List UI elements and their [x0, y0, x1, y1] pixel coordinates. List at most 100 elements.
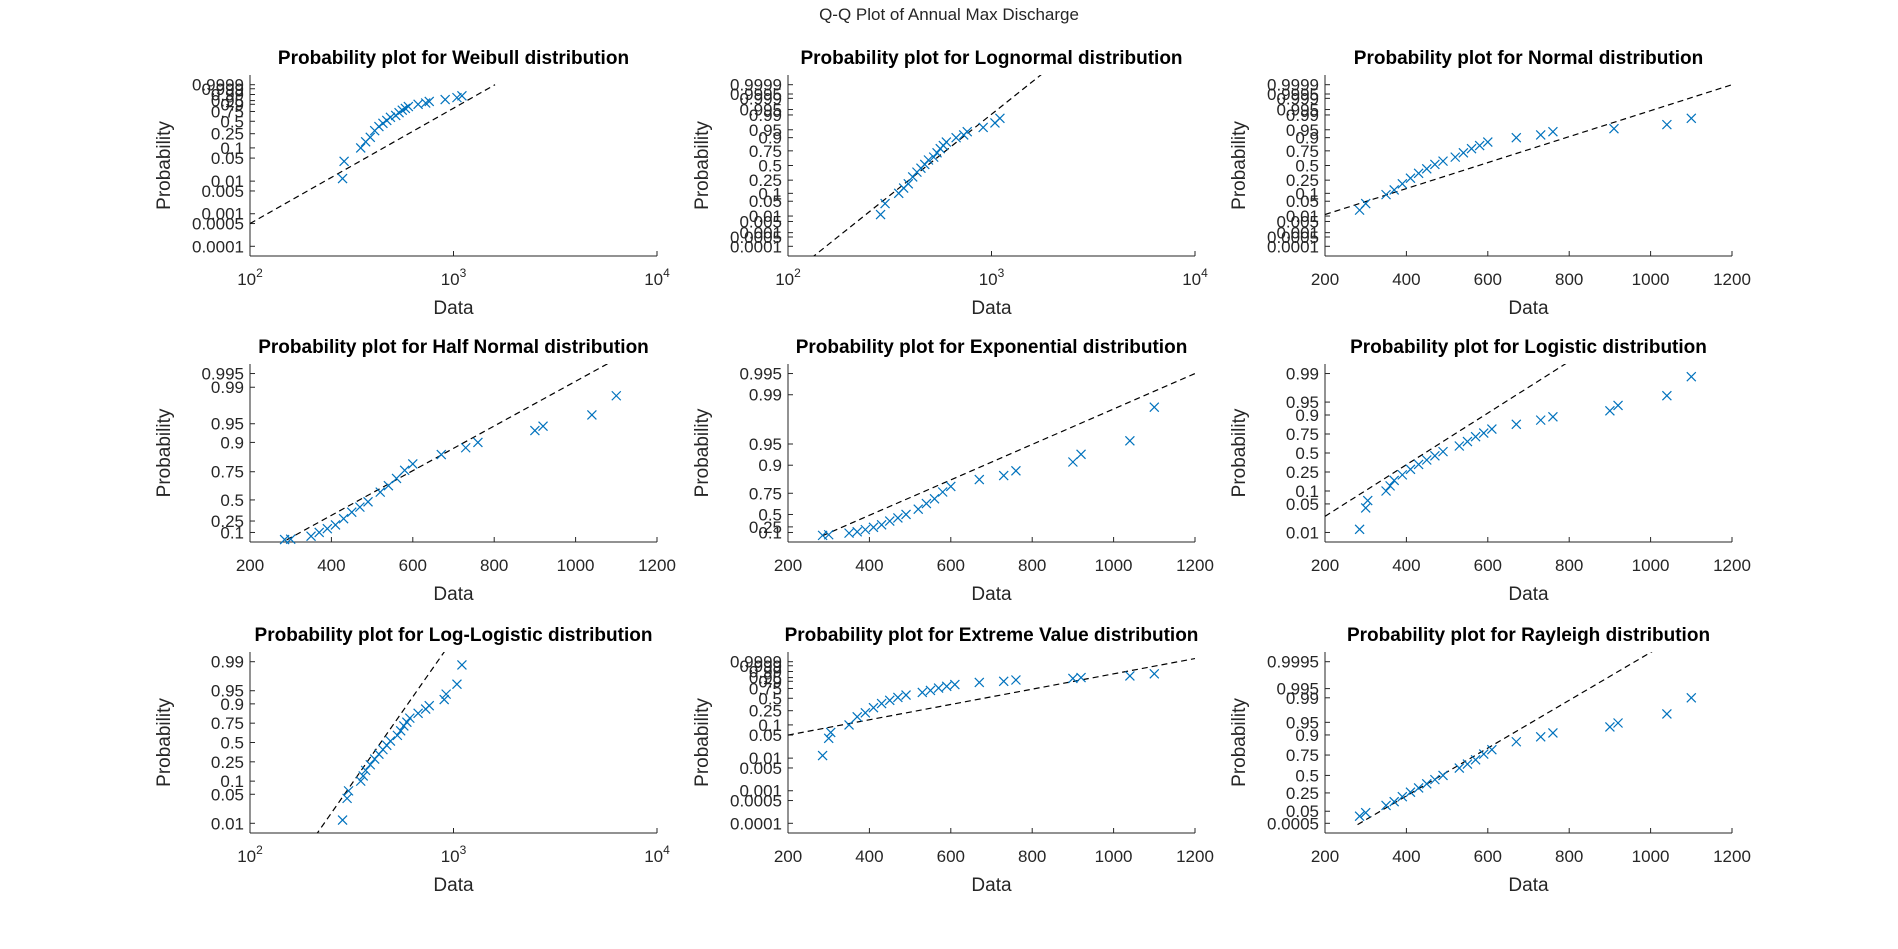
- data-point-x-mark: [401, 717, 412, 728]
- y-tick-label: 0.99: [211, 85, 244, 104]
- y-tick-label: 0.9: [220, 695, 244, 714]
- data-point-x-mark: [1429, 450, 1440, 461]
- data-point-x-mark: [1421, 778, 1432, 789]
- y-tick-label: 0.0005: [730, 228, 782, 247]
- subplot-8: Probability plot for Extreme Value distr…: [692, 625, 1214, 896]
- x-tick-label: 800: [1555, 847, 1583, 866]
- data-point-x-mark: [339, 156, 350, 167]
- data-point-x-mark: [1482, 137, 1493, 147]
- data-point-x-mark: [852, 526, 863, 537]
- reference-fit-line: [1357, 652, 1653, 826]
- data-point-x-mark: [1458, 147, 1469, 158]
- data-point-x-mark: [1535, 130, 1546, 140]
- y-tick-label: 0.9: [1295, 129, 1319, 148]
- data-point-x-mark: [1381, 800, 1391, 811]
- x-tick-label: 200: [774, 847, 802, 866]
- y-tick-label: 0.75: [1286, 425, 1319, 444]
- data-point-x-mark: [868, 702, 879, 713]
- y-tick-label: 0.95: [1286, 713, 1319, 732]
- data-point-x-mark: [441, 689, 452, 700]
- y-tick-label: 0.9: [220, 95, 244, 114]
- data-point-x-mark: [1547, 126, 1558, 137]
- y-axis-label: Probability: [1229, 698, 1250, 787]
- y-tick-label: 0.05: [749, 726, 782, 745]
- data-point-x-mark: [529, 425, 540, 436]
- subplot-3: Probability plot for Normal distribution…: [1229, 48, 1751, 319]
- y-axis-label: Probability: [154, 698, 175, 787]
- data-point-x-mark: [1397, 791, 1408, 802]
- data-point-x-mark: [1354, 811, 1365, 822]
- y-tick-label: 0.01: [211, 172, 244, 191]
- subplot-title: Probability plot for Log-Logistic distri…: [255, 625, 653, 646]
- y-tick-label: 0.95: [749, 669, 782, 688]
- y-tick-label: 0.9: [220, 433, 244, 452]
- data-point-x-mark: [1478, 749, 1489, 759]
- y-tick-label: 0.995: [739, 101, 782, 120]
- data-point-x-mark: [994, 113, 1005, 124]
- data-point-x-mark: [884, 516, 895, 526]
- y-tick-label: 0.005: [739, 759, 782, 778]
- x-tick-label: 600: [1474, 556, 1502, 575]
- y-tick-label: 0.9999: [730, 76, 782, 95]
- data-point-x-mark: [385, 736, 396, 747]
- data-point-x-mark: [1462, 759, 1473, 769]
- x-axis-label: Data: [1508, 875, 1549, 896]
- y-tick-label: 0.75: [211, 463, 244, 482]
- subplot-9: Probability plot for Rayleigh distributi…: [1229, 625, 1751, 896]
- data-point-x-mark: [413, 708, 424, 719]
- y-tick-label: 0.0001: [1267, 237, 1319, 256]
- y-tick-label: 0.05: [749, 192, 782, 211]
- x-tick-label: 200: [1311, 270, 1339, 289]
- data-point-x-mark: [868, 522, 879, 533]
- x-tick-label: 800: [1018, 556, 1046, 575]
- y-tick-label: 0.75: [1286, 746, 1319, 765]
- data-point-x-mark: [945, 481, 956, 492]
- data-point-x-mark: [343, 785, 354, 796]
- data-point-x-mark: [456, 660, 467, 670]
- y-tick-label: 0.005: [201, 182, 244, 201]
- y-tick-label: 0.05: [1286, 192, 1319, 211]
- data-point-x-mark: [928, 152, 939, 163]
- data-point-x-mark: [1413, 783, 1424, 793]
- y-tick-label: 0.9995: [1267, 85, 1319, 104]
- y-axis-label: Probability: [154, 408, 175, 497]
- data-point-x-mark: [1360, 503, 1371, 513]
- y-tick-label: 0.99: [1286, 106, 1319, 125]
- y-tick-label: 0.01: [749, 749, 782, 768]
- y-tick-label: 0.1: [220, 772, 244, 791]
- data-point-x-mark: [439, 694, 450, 705]
- data-point-x-mark: [395, 725, 406, 736]
- y-tick-label: 0.75: [211, 714, 244, 733]
- y-tick-label: 0.99: [749, 106, 782, 125]
- data-point-x-mark: [1535, 415, 1546, 426]
- data-point-x-mark: [400, 103, 411, 114]
- data-point-x-mark: [373, 121, 384, 132]
- data-point-x-mark: [913, 504, 924, 515]
- y-tick-label: 0.5: [220, 112, 244, 131]
- subplot-4: Probability plot for Half Normal distrib…: [154, 337, 676, 605]
- data-point-x-mark: [404, 713, 415, 724]
- y-tick-label: 0.95: [749, 435, 782, 454]
- data-point-x-mark: [1010, 465, 1021, 476]
- data-point-x-mark: [1547, 411, 1558, 422]
- data-point-x-mark: [962, 126, 973, 137]
- x-tick-label: 200: [1311, 847, 1339, 866]
- data-point-x-mark: [403, 101, 414, 112]
- data-point-x-mark: [365, 759, 376, 770]
- y-tick-label: 0.995: [201, 365, 244, 384]
- y-tick-label: 0.001: [739, 224, 782, 243]
- x-tick-label: 1000: [1095, 847, 1133, 866]
- data-point-x-mark: [974, 474, 985, 485]
- subplot-1: Probability plot for Weibull distributio…: [154, 48, 670, 319]
- data-point-x-mark: [1511, 132, 1522, 143]
- data-point-x-mark: [330, 519, 341, 530]
- data-point-x-mark: [1438, 770, 1448, 781]
- reference-fit-line: [250, 84, 496, 225]
- data-point-x-mark: [385, 112, 396, 123]
- data-point-x-mark: [1397, 178, 1408, 189]
- data-point-x-mark: [823, 529, 834, 540]
- x-tick-label: 1200: [1713, 556, 1751, 575]
- y-tick-label: 0.999: [201, 80, 244, 99]
- data-point-x-mark: [314, 527, 325, 538]
- data-point-x-mark: [1547, 727, 1558, 738]
